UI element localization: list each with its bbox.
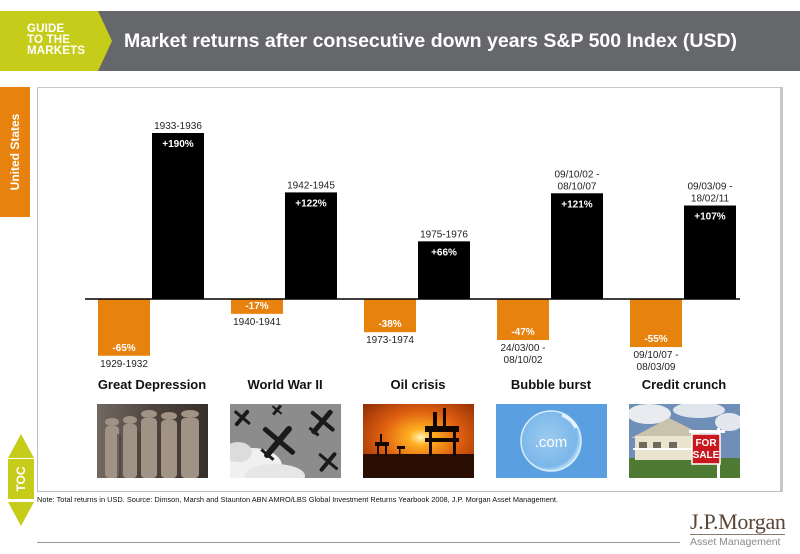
triangle-down-icon[interactable] [8,502,34,526]
sign-text-sale: SALE [693,450,720,461]
data-label: +122% [295,198,327,209]
bar-decline [630,299,682,348]
category-label: Bubble burst [510,377,592,392]
period-label: 18/02/11 [691,194,730,205]
bar-decline [364,299,416,333]
bar-recovery [418,241,470,299]
dotcom-bubble-photo: .com [496,404,607,478]
data-label: -55% [644,334,667,345]
period-label: 1973-1974 [366,335,414,346]
bar-decline [497,299,549,341]
triangle-up-icon[interactable] [8,434,34,458]
breadline-statue-photo [97,404,208,478]
bar-decline [231,299,283,314]
oil-rig-sunset-photo [363,404,474,478]
bar-recovery [152,133,204,299]
period-label: 09/03/09 - [687,182,732,193]
period-label: 1940-1941 [233,317,281,328]
bomber-planes-photo [230,404,341,478]
guide-chevron-shape [0,11,112,71]
period-label: 1975-1976 [420,229,468,240]
footer-divider [280,542,680,543]
category-label: Great Depression [97,377,207,392]
period-label: 09/10/07 - [633,350,678,361]
logo-main-text: J.P.Morgan [690,509,786,534]
period-label: 08/10/07 [558,181,597,192]
data-label: +107% [694,212,726,223]
chart-frame [37,87,783,492]
bar-recovery [684,205,736,299]
category-label: World War II [247,377,323,392]
toc-navigation [8,434,34,526]
sign-text-for: FOR [695,438,717,449]
category-label: Credit crunch [641,377,727,392]
house-for-sale-photo: FOR SALE [629,404,740,478]
toc-label: TOC [14,466,28,492]
page-title: Market returns after consecutive down ye… [124,30,738,52]
data-label: +66% [431,247,457,258]
period-label: 08/03/09 [637,362,676,373]
guide-line-1: GUIDE [27,23,65,35]
bar-recovery [285,192,337,299]
logo-rule [690,534,785,535]
period-label: 08/10/02 [504,355,543,366]
data-label: +121% [561,199,593,210]
data-label: -65% [112,343,135,354]
source-note: Note: Total returns in USD. Source: Dims… [37,495,559,504]
bar-decline [98,299,150,356]
period-label: 1942-1945 [287,180,335,191]
jpmorgan-logo: J.P.Morgan Asset Management [690,509,786,548]
guide-to-the-markets-badge[interactable]: GUIDE TO THE MARKETS [0,11,112,71]
bar-recovery [551,193,603,299]
toc-button[interactable]: TOC [8,459,34,499]
data-label: -38% [378,319,401,330]
period-label: 24/03/00 - [500,343,545,354]
footer-divider [37,542,280,543]
data-label: -17% [245,301,268,312]
category-label: Oil crisis [390,377,446,392]
region-tab-united-states[interactable]: United States [0,87,30,217]
guide-line-2: TO THE [27,34,71,46]
dotcom-text: .com [535,434,568,451]
period-label: 1929-1932 [100,359,148,370]
data-label: +190% [162,139,194,150]
guide-line-3: MARKETS [27,45,86,57]
logo-sub-text: Asset Management [690,536,781,548]
header-bar [0,11,800,71]
period-label: 1933-1936 [154,121,202,132]
period-label: 09/10/02 - [554,169,599,180]
guide-label: GUIDE TO THE MARKETS [27,23,86,57]
data-label: -47% [511,327,534,338]
